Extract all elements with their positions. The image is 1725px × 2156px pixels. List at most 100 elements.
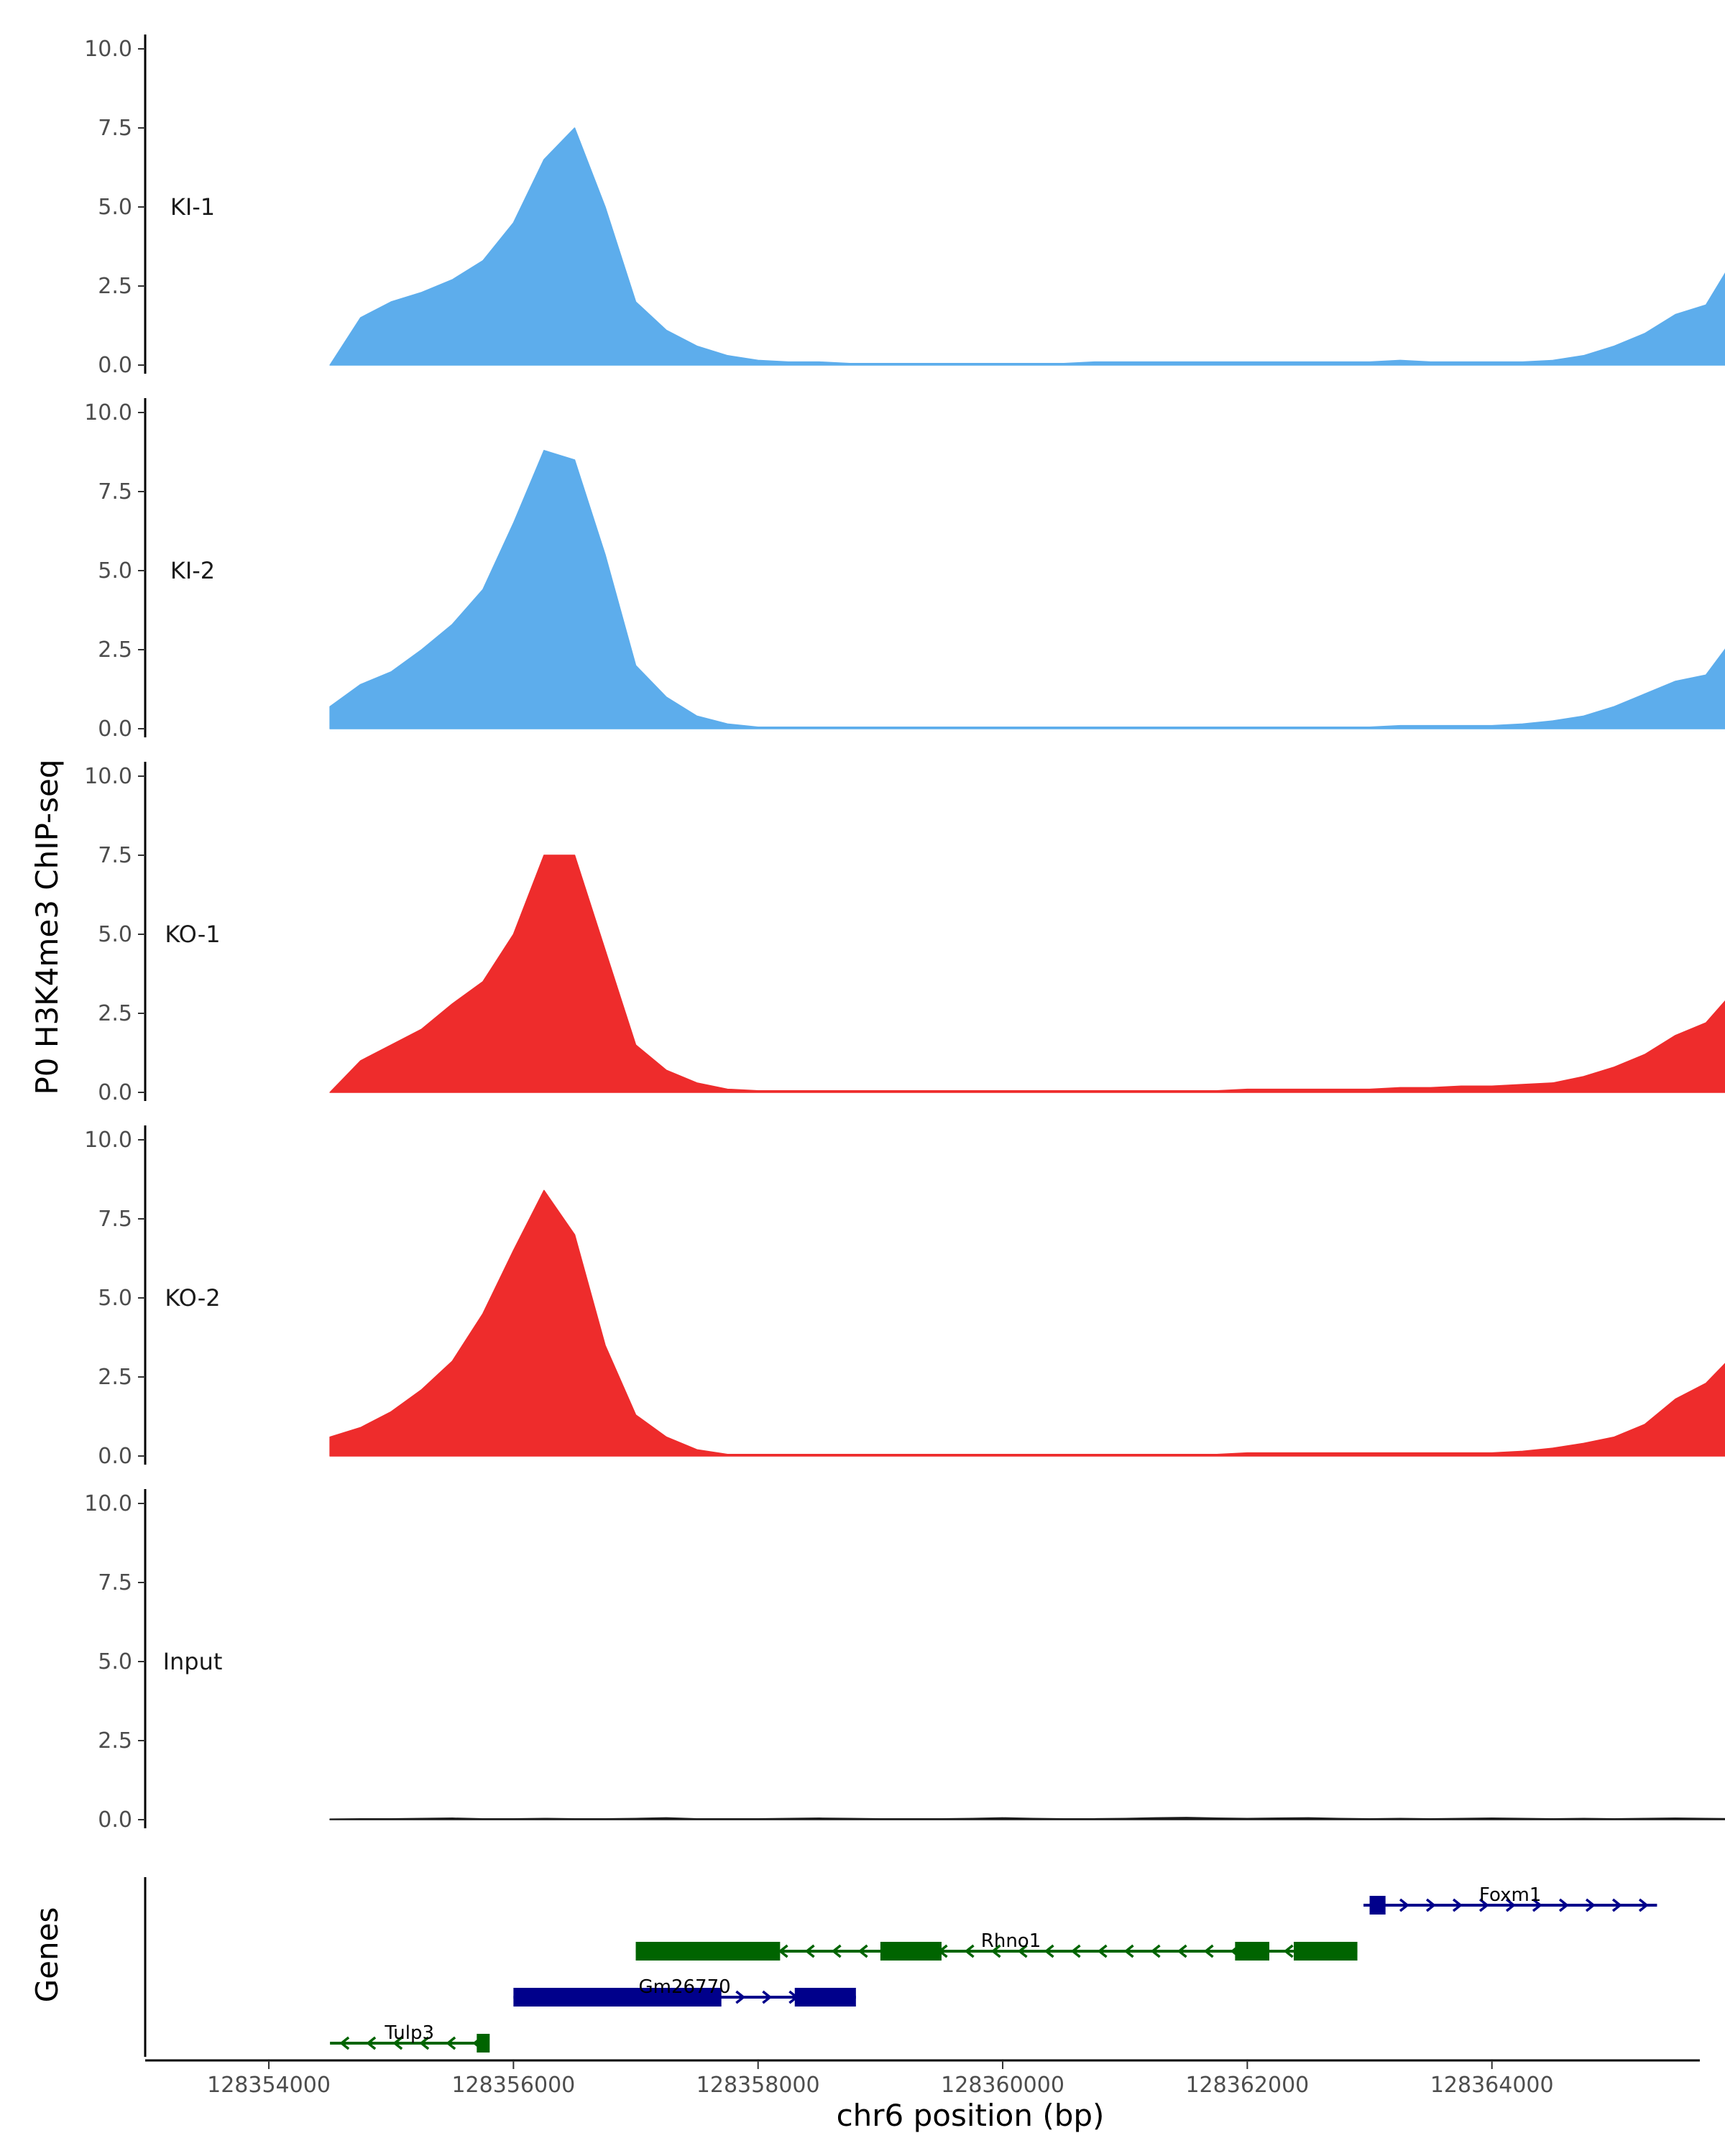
y-tick-label: 2.5: [98, 274, 132, 299]
strand-arrow: [804, 1944, 815, 1958]
y-tick-label: 2.5: [98, 1728, 132, 1754]
strand-arrow: [1070, 1944, 1081, 1958]
genes-layer: Foxm1 Rhno1 Gm26770 Tulp3: [330, 1884, 1657, 2053]
x-tick-label: 128364000: [1430, 2073, 1554, 2098]
gene-exon: [513, 1988, 722, 2007]
gene-gm26770: Gm26770: [513, 1976, 856, 2007]
strand-arrow: [1123, 1944, 1134, 1958]
y-tick-label: 7.5: [98, 843, 132, 868]
track-ko-2: 0.0 2.5 5.0 7.5 10.0 KO-2: [84, 1125, 1725, 1469]
strand-arrow: [762, 1990, 773, 2004]
strand-arrow: [1585, 1898, 1596, 1912]
y-tick-label: 7.5: [98, 479, 132, 505]
gene-exon: [477, 2034, 490, 2053]
strand-arrow: [1532, 1898, 1542, 1912]
gene-exon: [794, 1988, 856, 2007]
genes-axis-title: Genes: [29, 1907, 65, 2003]
strand-arrow: [1558, 1898, 1569, 1912]
x-tick-label: 128358000: [696, 2073, 820, 2098]
gene-exon: [1294, 1942, 1358, 1961]
y-tick-label: 5.0: [98, 922, 132, 947]
track-label: Input: [163, 1648, 223, 1675]
strand-arrow: [392, 2036, 403, 2050]
strand-arrow: [1097, 1944, 1108, 1958]
strand-arrow: [1452, 1898, 1463, 1912]
coverage-area: [329, 1817, 1725, 1820]
x-tick-label: 128362000: [1185, 2073, 1309, 2098]
gene-tulp3: Tulp3: [330, 2022, 490, 2053]
gene-label: Rhno1: [981, 1930, 1041, 1952]
track-label: KI-2: [170, 557, 215, 584]
coverage-area: [329, 854, 1725, 1093]
y-tick-label: 10.0: [84, 37, 132, 62]
y-tick-label: 10.0: [84, 764, 132, 789]
gene-rhno1: Rhno1: [635, 1930, 1358, 1961]
strand-arrow: [1478, 1898, 1489, 1912]
y-tick-label: 2.5: [98, 637, 132, 663]
y-tick-label: 0.0: [98, 1444, 132, 1469]
coverage-area: [329, 1189, 1725, 1457]
strand-arrow: [1177, 1944, 1187, 1958]
y-tick-label: 5.0: [98, 195, 132, 220]
strand-arrow: [1611, 1898, 1622, 1912]
track-label: KI-1: [170, 193, 215, 221]
gene-label: Gm26770: [639, 1976, 731, 1998]
strand-arrow: [446, 2036, 456, 2050]
strand-arrow: [857, 1944, 868, 1958]
strand-arrow: [339, 2036, 350, 2050]
y-tick-label: 2.5: [98, 1365, 132, 1390]
track-ki-1: 0.0 2.5 5.0 7.5 10.0 KI-1: [84, 34, 1725, 378]
strand-arrow: [735, 1990, 746, 2004]
strand-arrow: [831, 1944, 842, 1958]
y-tick-label: 5.0: [98, 1286, 132, 1311]
y-tick-label: 0.0: [98, 1807, 132, 1833]
y-tick-label: 7.5: [98, 1570, 132, 1595]
y-tick-label: 5.0: [98, 1649, 132, 1674]
track-label: KO-1: [165, 921, 220, 948]
x-tick-label: 128356000: [451, 2073, 575, 2098]
gene-foxm1: Foxm1: [1363, 1884, 1657, 1915]
track-input: 0.0 2.5 5.0 7.5 10.0 Input: [84, 1489, 1725, 1833]
strand-arrow: [1150, 1944, 1161, 1958]
strand-arrow: [1283, 1944, 1294, 1958]
strand-arrow: [1044, 1944, 1054, 1958]
strand-arrow: [419, 2036, 430, 2050]
gene-label: Tulp3: [384, 2022, 434, 2044]
coverage-area: [329, 450, 1725, 729]
strand-arrow: [1017, 1944, 1028, 1958]
tracks-layer: 0.0 2.5 5.0 7.5 10.0 KI-1 0.0 2.5 5.0 7.5 10.0 KI-2…: [84, 34, 1725, 1833]
track-ki-2: 0.0 2.5 5.0 7.5 10.0 KI-2: [84, 398, 1725, 742]
gene-exon: [1235, 1942, 1270, 1961]
y-tick-label: 0.0: [98, 1080, 132, 1105]
coverage-area: [329, 127, 1725, 366]
y-tick-label: 10.0: [84, 1128, 132, 1153]
x-tick-label: 128360000: [941, 2073, 1064, 2098]
strand-arrow: [1638, 1898, 1649, 1912]
y-tick-label: 5.0: [98, 558, 132, 584]
y-tick-label: 7.5: [98, 1207, 132, 1232]
track-ko-1: 0.0 2.5 5.0 7.5 10.0 KO-1: [84, 762, 1725, 1105]
track-label: KO-2: [165, 1284, 220, 1312]
strand-arrow: [1425, 1898, 1436, 1912]
gene-exon: [1369, 1896, 1386, 1915]
gene-exon: [635, 1942, 781, 1961]
y-tick-label: 7.5: [98, 116, 132, 141]
y-tick-label: 10.0: [84, 400, 132, 425]
strand-arrow: [1203, 1944, 1214, 1958]
strand-arrow: [1399, 1898, 1409, 1912]
y-tick-label: 0.0: [98, 717, 132, 742]
strand-arrow: [964, 1944, 975, 1958]
axes-layer: 128354000 128356000 128358000 128360000 1283…: [144, 1877, 1700, 2098]
gene-label: Foxm1: [1479, 1884, 1541, 1906]
strand-arrow: [778, 1944, 788, 1958]
strand-arrow: [366, 2036, 377, 2050]
y-tick-label: 10.0: [84, 1491, 132, 1516]
y-axis-title: P0 H3K4me3 ChIP-seq: [29, 759, 65, 1095]
x-axis-title: chr6 position (bp): [837, 2098, 1105, 2133]
gene-exon: [880, 1942, 942, 1961]
y-tick-label: 0.0: [98, 353, 132, 378]
y-tick-label: 2.5: [98, 1001, 132, 1026]
strand-arrow: [990, 1944, 1001, 1958]
strand-arrow: [1505, 1898, 1516, 1912]
